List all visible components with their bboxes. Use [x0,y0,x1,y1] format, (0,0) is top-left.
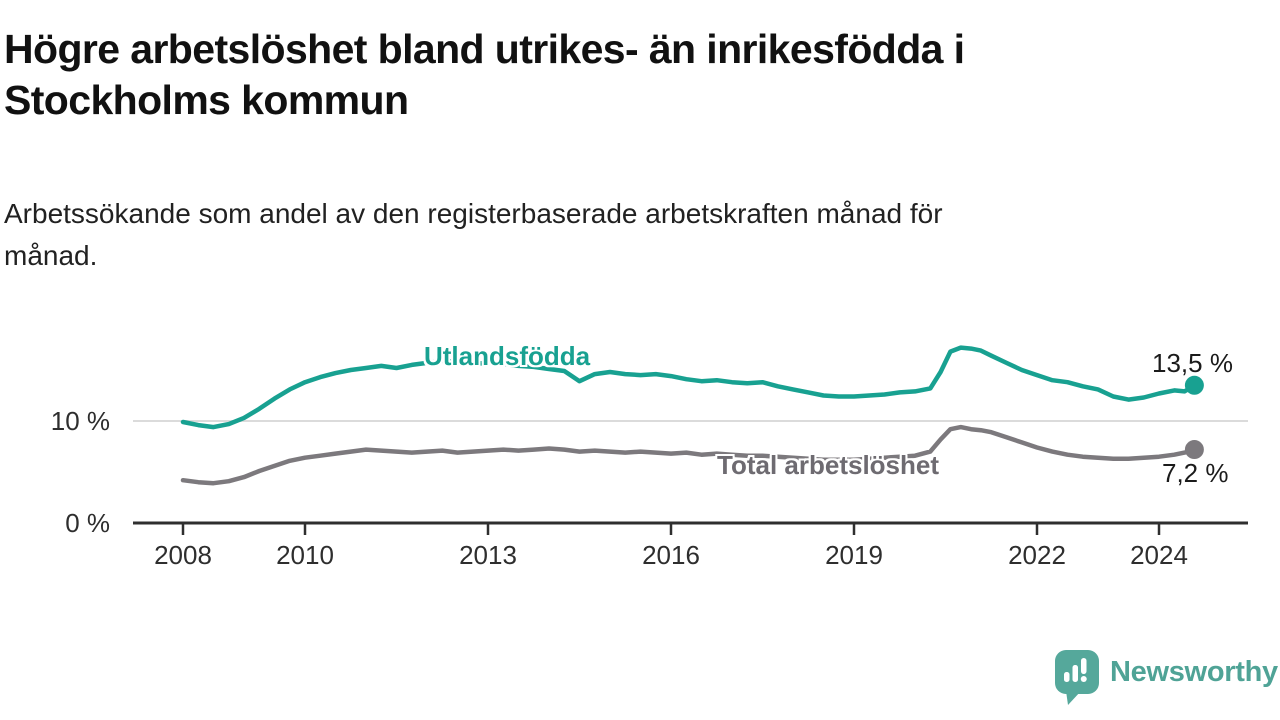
y-tick-label: 10 % [51,406,110,436]
chart-subtitle-line1: Arbetssökande som andel av den registerb… [4,198,943,229]
series-line-utlandsfodda [180,345,1197,430]
end-dot-total [1184,440,1204,460]
x-tick-label: 2008 [154,540,212,570]
end-value-label-utlandsfodda: 13,5 % [1152,348,1233,378]
end-value-label-total: 7,2 % [1162,458,1229,488]
x-tick-label: 2013 [459,540,517,570]
chart-subtitle-line2: månad. [4,240,98,271]
x-tick-label: 2010 [276,540,334,570]
newsworthy-logo[interactable]: Newsworthy [1054,649,1278,706]
chart-title-line2: Stockholms kommun [4,77,409,123]
series-label-total-arbetsloshet: Total arbetslöshet [717,450,940,480]
chart-title: Högre arbetslöshet bland utrikes- än inr… [4,24,1254,126]
y-tick-label: 0 % [65,508,110,538]
chart-subtitle: Arbetssökande som andel av den registerb… [4,193,1224,277]
newsworthy-wordmark: Newsworthy [1110,656,1278,688]
x-tick-label: 2022 [1008,540,1066,570]
x-tick-label: 2019 [825,540,883,570]
x-tick-label: 2016 [642,540,700,570]
x-tick-label: 2024 [1130,540,1188,570]
series-line-total [180,424,1197,486]
series-label-utlandsfodda: Utlandsfödda [424,341,591,371]
newsworthy-logo-icon [1055,650,1099,705]
chart-title-line1: Högre arbetslöshet bland utrikes- än inr… [4,26,965,72]
end-dot-utlandsfodda [1184,375,1204,395]
